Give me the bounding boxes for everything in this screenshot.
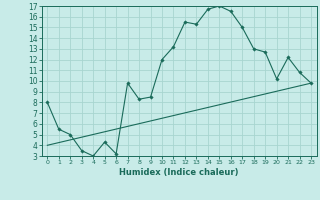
X-axis label: Humidex (Indice chaleur): Humidex (Indice chaleur) <box>119 168 239 177</box>
